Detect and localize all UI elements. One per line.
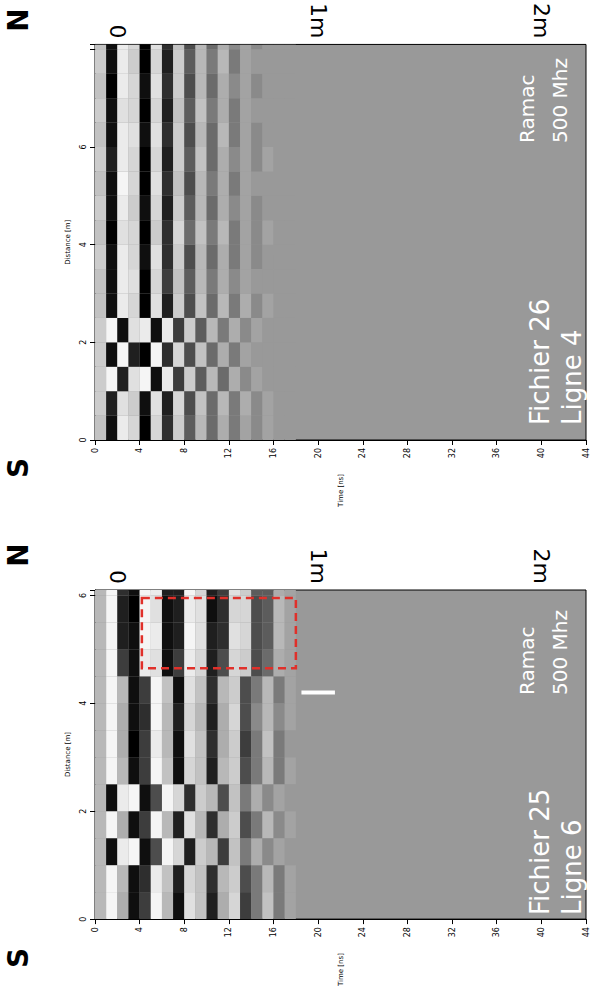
svg-text:40: 40 bbox=[537, 448, 546, 458]
svg-text:Ramac: Ramac bbox=[515, 627, 539, 695]
svg-text:Fichier 25: Fichier 25 bbox=[525, 789, 555, 915]
svg-text:4: 4 bbox=[135, 448, 144, 453]
svg-text:Fichier 26: Fichier 26 bbox=[525, 299, 555, 425]
svg-text:4: 4 bbox=[135, 927, 144, 932]
svg-text:0: 0 bbox=[105, 570, 130, 584]
svg-text:0: 0 bbox=[79, 917, 88, 922]
svg-text:N: N bbox=[2, 8, 35, 31]
svg-text:S: S bbox=[2, 948, 35, 968]
svg-text:Ligne 4: Ligne 4 bbox=[557, 330, 587, 426]
svg-text:24: 24 bbox=[358, 448, 367, 458]
svg-text:500 Mhz: 500 Mhz bbox=[548, 610, 572, 695]
svg-text:1m: 1m bbox=[306, 549, 331, 584]
svg-text:4: 4 bbox=[79, 242, 88, 247]
svg-text:20: 20 bbox=[314, 448, 323, 458]
svg-text:0: 0 bbox=[79, 437, 88, 442]
svg-text:8: 8 bbox=[180, 927, 189, 932]
svg-text:40: 40 bbox=[537, 927, 546, 937]
svg-text:32: 32 bbox=[448, 927, 457, 937]
svg-text:32: 32 bbox=[448, 448, 457, 458]
svg-text:16: 16 bbox=[269, 927, 278, 937]
svg-text:16: 16 bbox=[269, 448, 278, 458]
svg-text:S: S bbox=[2, 458, 35, 478]
svg-text:28: 28 bbox=[403, 927, 412, 937]
svg-text:0: 0 bbox=[105, 24, 130, 38]
svg-text:36: 36 bbox=[492, 448, 501, 458]
svg-text:500 Mhz: 500 Mhz bbox=[548, 58, 572, 143]
svg-text:6: 6 bbox=[79, 144, 88, 149]
svg-text:N: N bbox=[2, 543, 35, 566]
svg-text:44: 44 bbox=[582, 927, 591, 937]
svg-text:0: 0 bbox=[91, 448, 100, 453]
svg-text:4: 4 bbox=[79, 701, 88, 706]
svg-text:20: 20 bbox=[314, 927, 323, 937]
svg-text:Distance [m]: Distance [m] bbox=[64, 219, 72, 264]
svg-text:Ramac: Ramac bbox=[515, 75, 539, 143]
svg-text:28: 28 bbox=[403, 448, 412, 458]
svg-text:12: 12 bbox=[224, 448, 233, 458]
svg-text:Time [ns]: Time [ns] bbox=[337, 953, 345, 987]
svg-text:1m: 1m bbox=[306, 3, 331, 38]
svg-text:2m: 2m bbox=[529, 549, 554, 584]
svg-text:Time [ns]: Time [ns] bbox=[337, 474, 345, 508]
svg-text:2: 2 bbox=[79, 340, 88, 345]
svg-text:24: 24 bbox=[358, 927, 367, 937]
svg-text:44: 44 bbox=[582, 448, 591, 458]
svg-text:Ligne 6: Ligne 6 bbox=[557, 820, 587, 916]
svg-text:8: 8 bbox=[180, 448, 189, 453]
svg-text:0: 0 bbox=[91, 927, 100, 932]
svg-text:2: 2 bbox=[79, 809, 88, 814]
svg-text:6: 6 bbox=[79, 593, 88, 598]
svg-text:36: 36 bbox=[492, 927, 501, 937]
svg-text:12: 12 bbox=[224, 927, 233, 937]
svg-text:2m: 2m bbox=[529, 3, 554, 38]
svg-text:Distance [m]: Distance [m] bbox=[64, 732, 72, 777]
